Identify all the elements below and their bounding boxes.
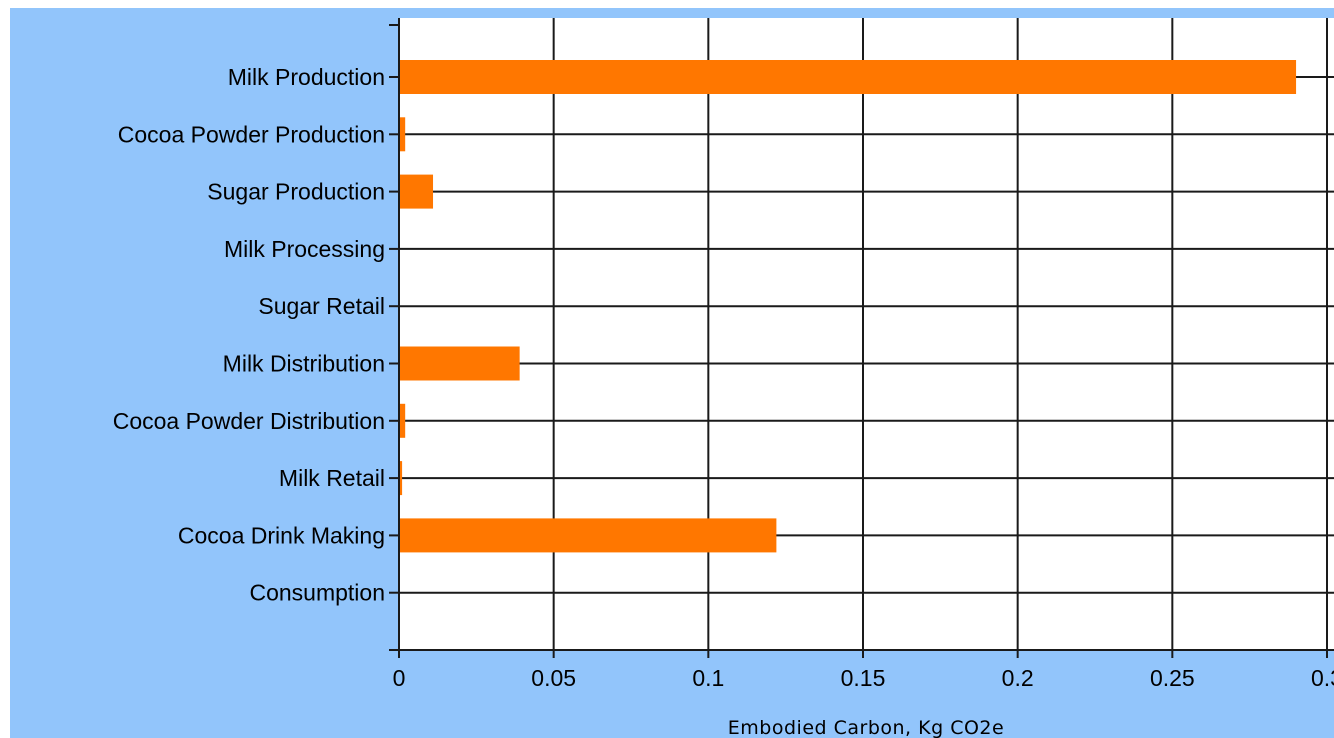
x-tick-label: 0.1 <box>692 665 724 691</box>
x-tick-label: 0.05 <box>531 665 576 691</box>
x-tick-label: 0.2 <box>1002 665 1034 691</box>
bar-cocoa-powder-distribution <box>399 403 406 438</box>
category-label: Milk Processing <box>224 236 385 262</box>
category-label: Milk Retail <box>279 465 385 491</box>
bar-chart: Milk Production Cocoa Powder Production Su… <box>113 18 1334 738</box>
bars <box>399 60 1297 553</box>
bar-milk-retail <box>399 461 403 496</box>
category-label: Sugar Production <box>207 179 385 205</box>
plot-area <box>399 18 1334 650</box>
x-tick-label: 0.25 <box>1150 665 1195 691</box>
category-labels: Milk Production Cocoa Powder Production Su… <box>113 64 385 606</box>
x-tick-label: 0.15 <box>841 665 886 691</box>
category-label: Milk Production <box>228 64 385 90</box>
category-label: Sugar Retail <box>258 293 385 319</box>
category-label: Milk Distribution <box>223 351 385 377</box>
gridlines <box>399 18 1334 650</box>
x-tick-labels: 0 0.05 0.1 0.15 0.2 0.25 0.3 <box>393 665 1334 691</box>
category-label: Cocoa Powder Distribution <box>113 408 385 434</box>
axes <box>389 18 1334 658</box>
bar-milk-production <box>399 60 1297 94</box>
chart-panel: Milk Production Cocoa Powder Production Su… <box>10 8 1334 738</box>
bar-sugar-production <box>399 174 434 209</box>
x-tick-label: 0 <box>393 665 406 691</box>
category-label: Cocoa Powder Production <box>118 121 385 147</box>
bar-cocoa-powder-production <box>399 117 406 152</box>
bar-cocoa-drink-making <box>399 518 777 553</box>
category-label: Cocoa Drink Making <box>178 522 385 548</box>
bar-milk-distribution <box>399 346 520 381</box>
x-axis-title: Embodied Carbon, Kg CO2e <box>728 717 1004 738</box>
category-label: Consumption <box>249 580 385 606</box>
x-tick-label: 0.3 <box>1311 665 1334 691</box>
